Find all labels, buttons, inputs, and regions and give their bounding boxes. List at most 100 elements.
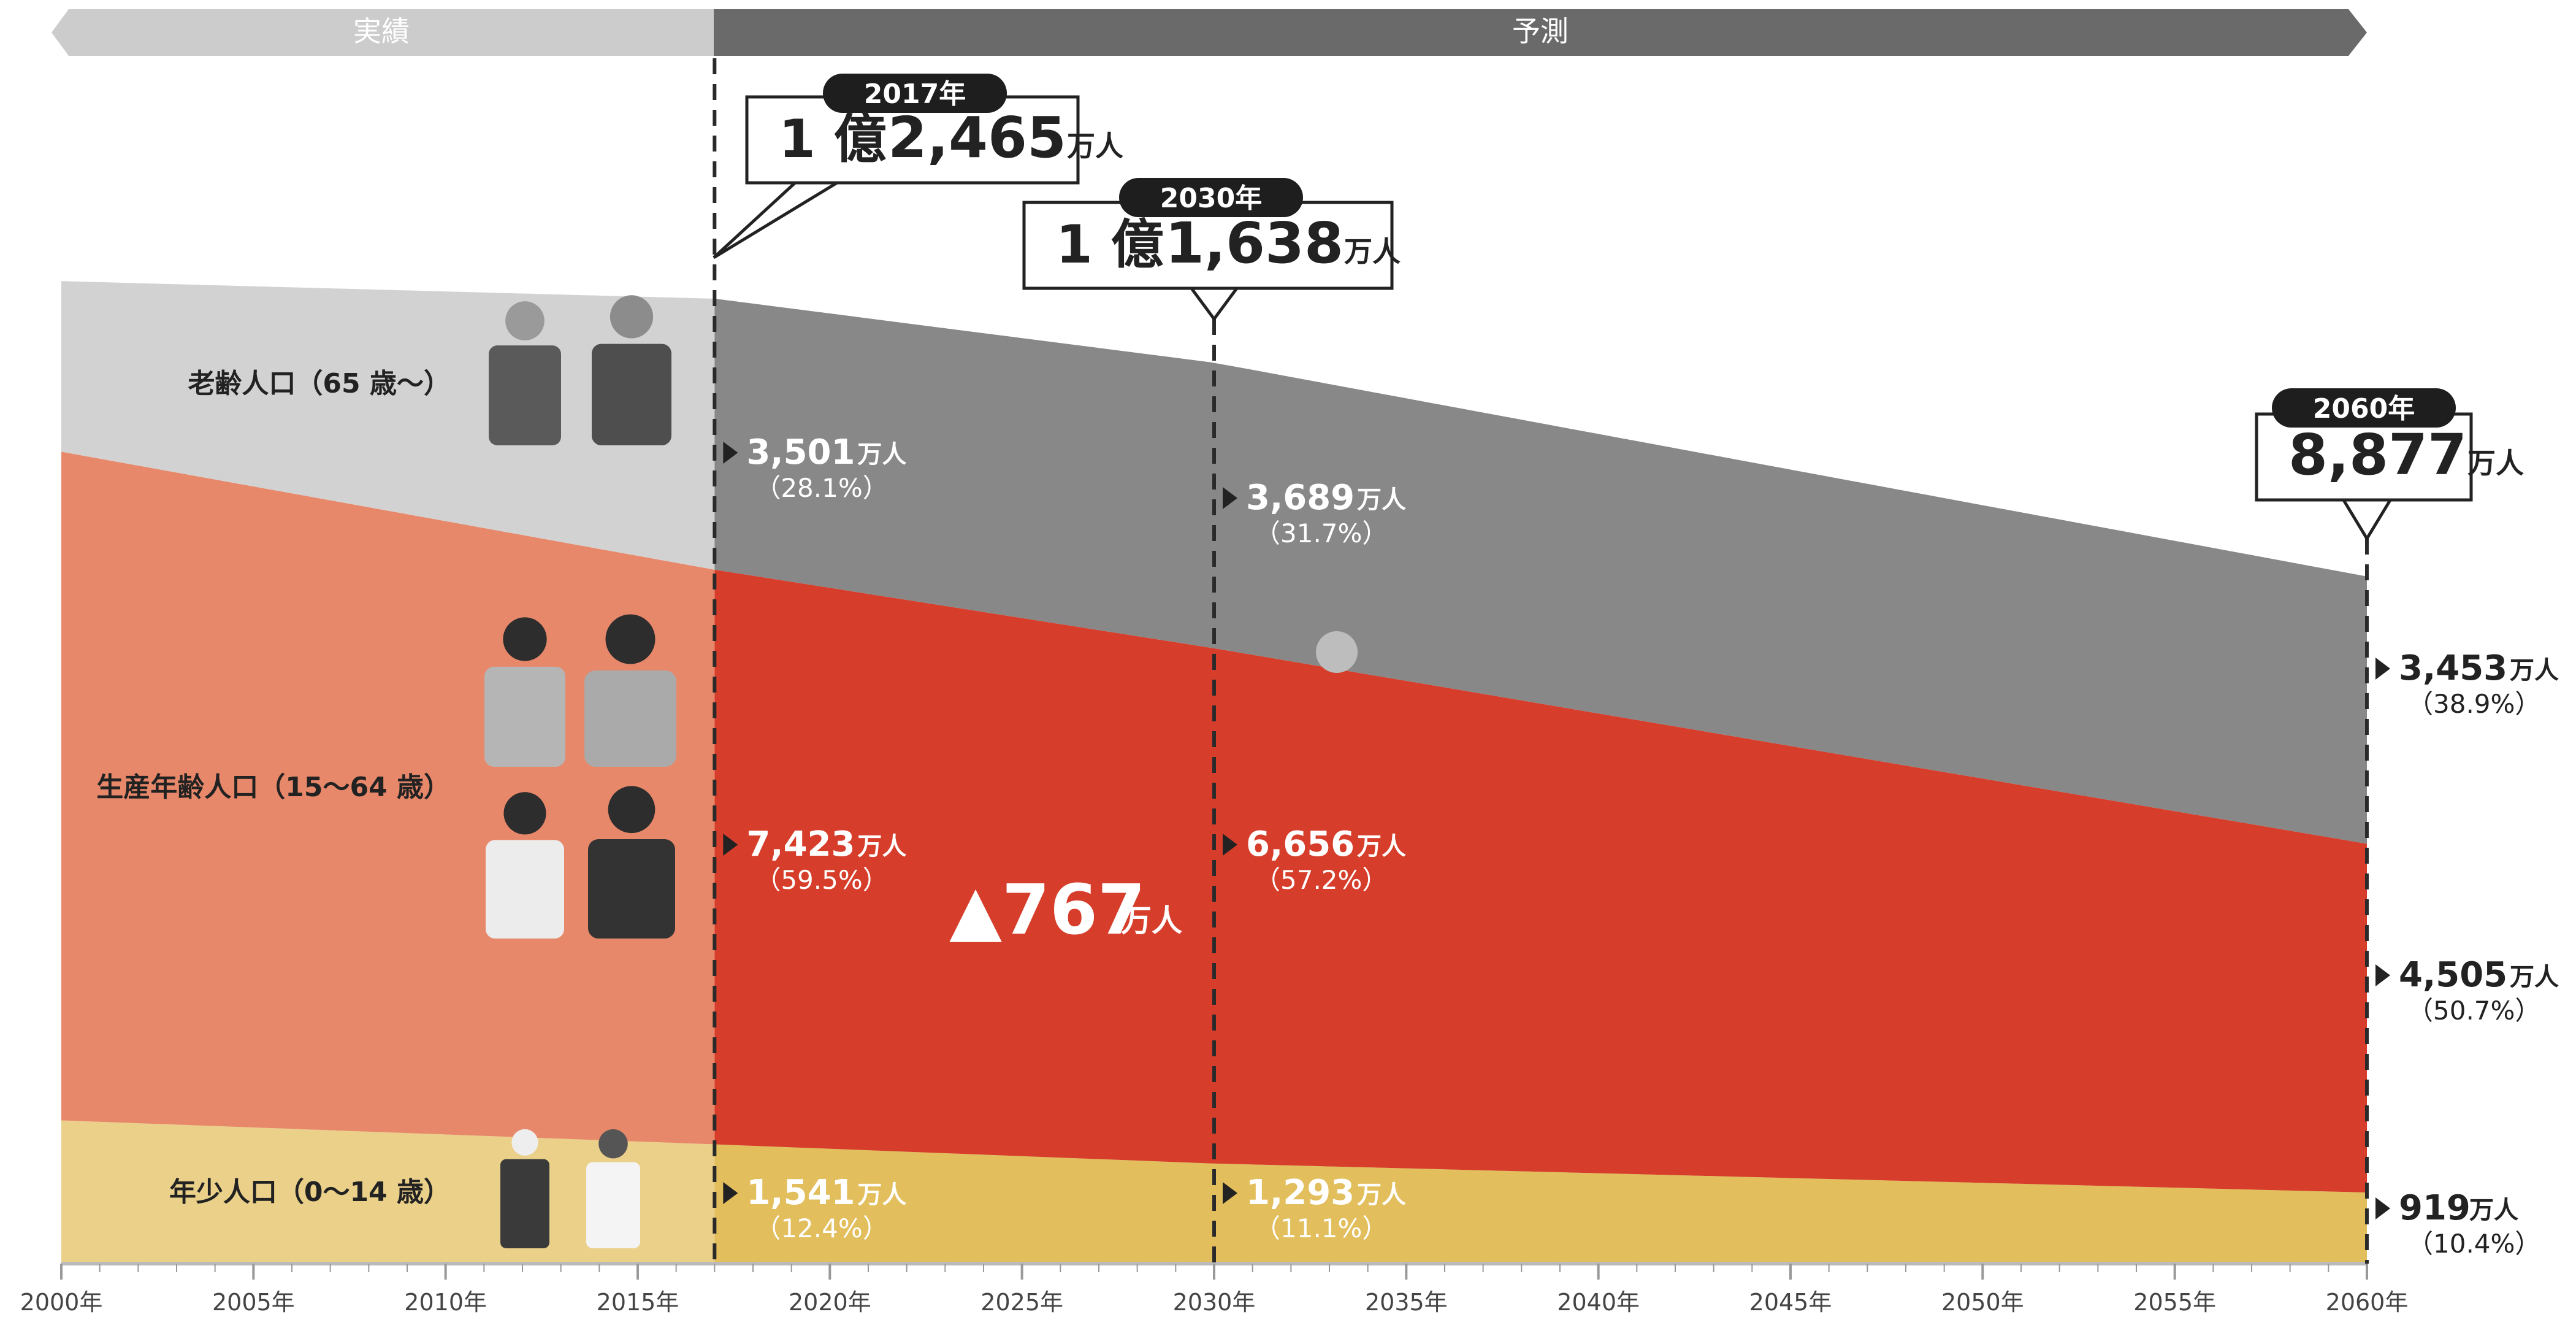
- annotation-pct: （59.5%）: [755, 865, 888, 895]
- callout-2017-tail: [713, 179, 846, 259]
- callout-2060-box: [2255, 412, 2473, 502]
- annotation-arrow: [1223, 1182, 1237, 1204]
- annotation-unit: 万人: [2510, 963, 2559, 991]
- x-tick-label: 2000年: [20, 1289, 103, 1316]
- callout-2030-year: 2030年: [1160, 183, 1262, 214]
- baby-icon: [500, 1129, 549, 1248]
- annotation-arrow: [723, 442, 738, 464]
- x-tick-label: 2045年: [1749, 1289, 1832, 1316]
- callout-2017-unit: 万人: [1067, 129, 1123, 163]
- category-label: 生産年齢人口（15～64 歳）: [96, 772, 451, 803]
- header-band: 実績 予測: [52, 9, 2367, 56]
- annotation-arrow: [1223, 834, 1237, 856]
- child-icon: [586, 1129, 640, 1248]
- elderly-woman-icon: [489, 301, 561, 445]
- annotation-arrow: [723, 834, 738, 856]
- annotation-value: 3,501: [746, 432, 855, 472]
- x-tick-label: 2030年: [1173, 1289, 1256, 1316]
- annotation-value: 919: [2399, 1188, 2471, 1228]
- x-tick-label: 2005年: [212, 1289, 295, 1316]
- category-label: 年少人口（0～14 歳）: [169, 1177, 451, 1208]
- annotation-unit: 万人: [857, 1181, 906, 1209]
- annotation-pct: （28.1%）: [755, 473, 888, 503]
- annotation-value: 6,656: [1246, 824, 1355, 864]
- annotation-unit: 万人: [1357, 832, 1406, 861]
- student-boy-icon: [588, 786, 675, 939]
- student-girl-icon-body: [486, 840, 564, 939]
- header-actual-band: [52, 9, 714, 56]
- annotation-value: 3,453: [2399, 648, 2507, 688]
- callout-2060-year-pill: [2272, 388, 2456, 428]
- x-axis: 2000年 2005年 2010年 2015年 2020年 2025年 2030年 2035年…: [20, 1262, 2409, 1316]
- x-tick-label: 2010年: [404, 1289, 487, 1316]
- annotation-unit: 万人: [1357, 1181, 1406, 1209]
- student-girl-icon-head: [503, 792, 546, 835]
- area-forecast-1: [714, 569, 2367, 1193]
- annotation-pct: （31.7%）: [1255, 518, 1388, 548]
- x-tick-label: 2015年: [597, 1289, 679, 1316]
- x-tick-label: 2040年: [1557, 1289, 1640, 1316]
- annotation-arrow: [723, 1182, 738, 1204]
- student-girl-icon: [486, 792, 564, 939]
- area-actual-1: [61, 451, 715, 1145]
- category-label: 老齢人口（65 歳～）: [188, 368, 451, 399]
- annotation-arrow: [1223, 487, 1237, 509]
- x-tick-label: 2020年: [789, 1289, 871, 1316]
- callout-2017-year-pill: [823, 74, 1007, 113]
- x-tick-label: 2025年: [980, 1289, 1063, 1316]
- decline-value: ▲767: [949, 870, 1145, 950]
- baby-icon-body: [500, 1159, 549, 1248]
- marker-dot: [1316, 631, 1358, 673]
- callout-2060-year: 2060年: [2313, 393, 2415, 424]
- stacked-areas: [61, 281, 2367, 1264]
- baby-icon-head: [511, 1129, 538, 1156]
- callout-2060-tail: [2339, 496, 2394, 542]
- elderly-man-icon-body: [592, 344, 671, 445]
- area-actual-0: [61, 1120, 715, 1264]
- elderly-woman-icon-body: [489, 345, 561, 445]
- x-tick-label: 2055年: [2133, 1289, 2216, 1316]
- adult-man-icon-head: [605, 614, 655, 664]
- student-boy-icon-head: [608, 786, 655, 834]
- x-tick-label: 2060年: [2326, 1289, 2409, 1316]
- people-icons: [484, 295, 676, 1248]
- callout-2060-unit: 万人: [2467, 447, 2524, 480]
- callout-2017-prefix: 1 億: [779, 109, 887, 170]
- decline-unit: 万人: [1121, 903, 1182, 939]
- callout-2030-tail: [1187, 284, 1242, 322]
- child-icon-body: [586, 1162, 640, 1248]
- callout-2030-unit: 万人: [1344, 235, 1401, 268]
- elderly-woman-icon-head: [505, 301, 545, 340]
- callout-2030-year-pill: [1119, 178, 1303, 217]
- annotation-value: 1,541: [746, 1173, 855, 1213]
- adult-woman-icon-body: [484, 666, 565, 767]
- callout-2030-number: 1,638: [1165, 210, 1343, 276]
- area-forecast-0: [714, 1144, 2367, 1264]
- annotation-arrow: [2375, 658, 2390, 680]
- annotation-pct: （12.4%）: [755, 1213, 888, 1243]
- category-labels: 老齢人口（65 歳～） 生産年齢人口（15～64 歳） 年少人口（0～14 歳）: [96, 368, 451, 1208]
- annotation-value: 1,293: [1246, 1173, 1355, 1213]
- annotation-unit: 万人: [1357, 486, 1406, 514]
- adult-woman-icon-head: [503, 617, 547, 661]
- header-actual-label: 実績: [353, 15, 410, 48]
- annotation-arrow: [2375, 1197, 2390, 1219]
- header-forecast-band: [714, 9, 2367, 56]
- annotation-value: 7,423: [746, 824, 855, 864]
- student-boy-icon-body: [588, 839, 675, 939]
- callout-2030-prefix: 1 億: [1056, 214, 1164, 275]
- adult-man-icon-body: [584, 670, 676, 767]
- callout-2017-number: 2,465: [888, 105, 1066, 171]
- annotation-unit: 万人: [857, 440, 906, 469]
- annotation-pct: （10.4%）: [2407, 1229, 2540, 1259]
- annotation-pct: （11.1%）: [1255, 1213, 1388, 1243]
- elderly-man-icon: [592, 295, 671, 445]
- callout-2017-year: 2017年: [864, 79, 966, 110]
- annotation-pct: （38.9%）: [2407, 689, 2540, 719]
- adult-woman-icon: [484, 617, 565, 767]
- adult-man-icon: [584, 614, 676, 767]
- elderly-man-icon-head: [610, 295, 654, 339]
- x-tick-label: 2050年: [1941, 1289, 2024, 1316]
